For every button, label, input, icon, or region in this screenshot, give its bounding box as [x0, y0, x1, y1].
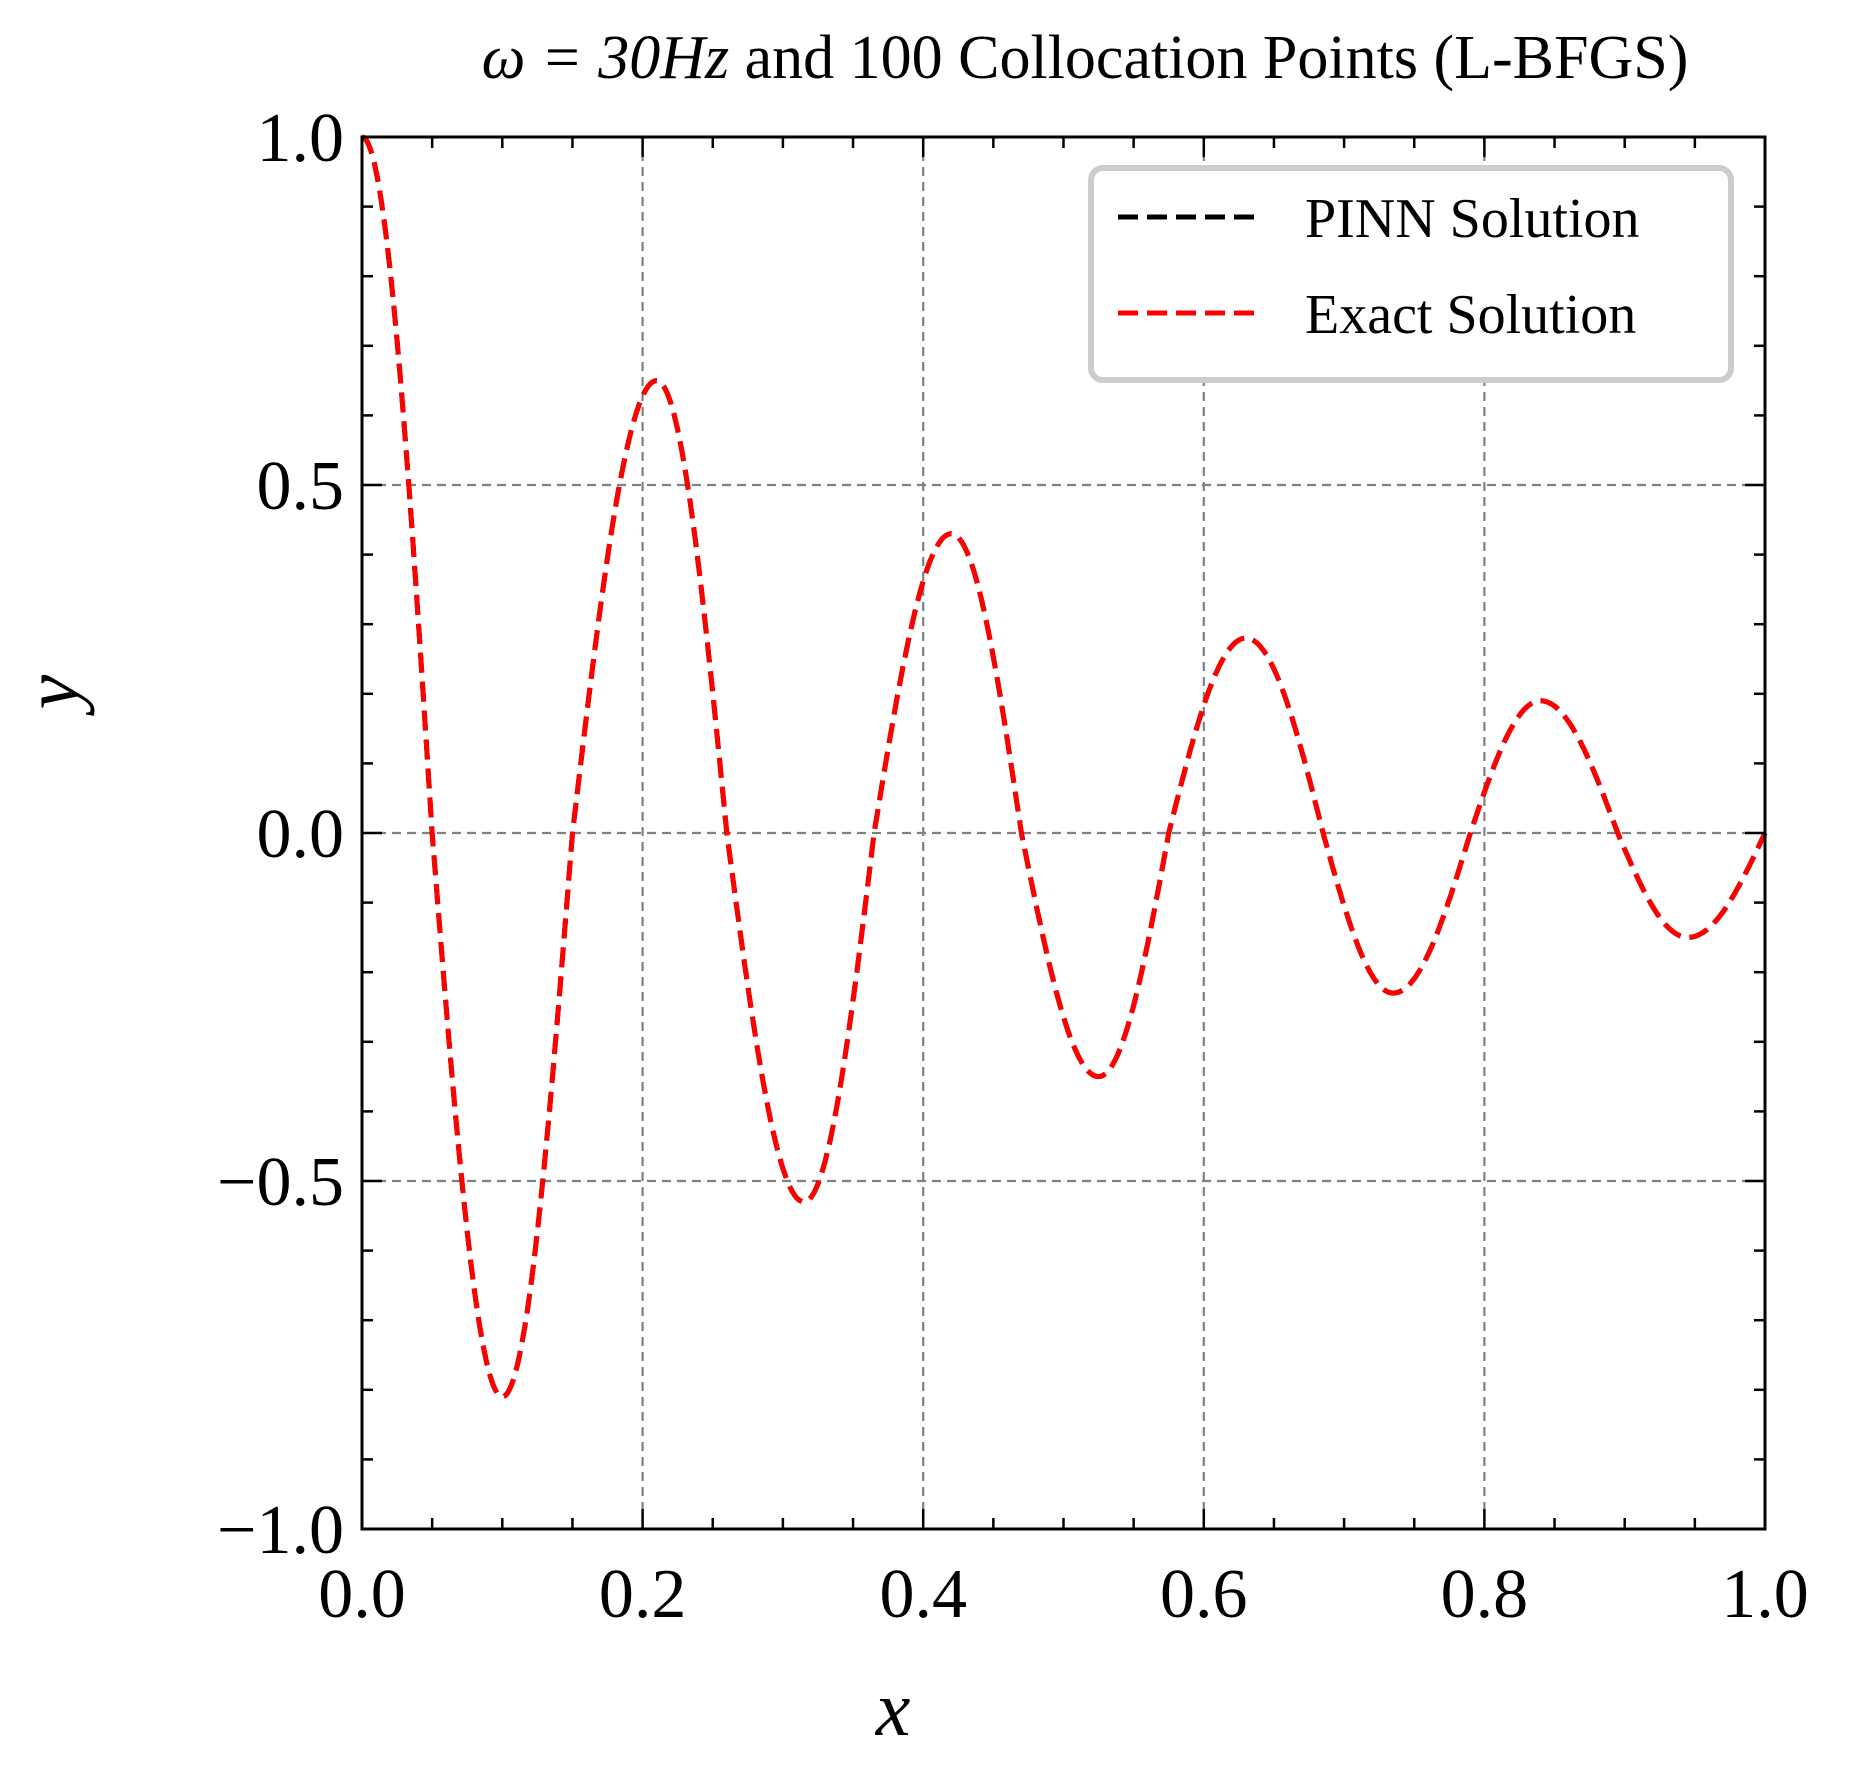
axis-ticks — [360, 135, 1767, 1531]
legend-label-pinn: PINN Solution — [1305, 188, 1640, 250]
y-tick-label-1: −0.5 — [217, 1144, 344, 1221]
x-tick-label-5: 1.0 — [1721, 1556, 1809, 1633]
x-axis-label: x — [875, 1665, 911, 1752]
chart-title: ω = 30Hz and 100 Collocation Points (L-B… — [482, 24, 1689, 92]
x-tick-label-3: 0.6 — [1160, 1556, 1248, 1633]
series-line-exact — [361, 134, 1768, 1400]
legend: PINN Solution Exact Solution — [1088, 165, 1734, 383]
series-lines — [361, 134, 1768, 1400]
legend-box — [1088, 165, 1734, 383]
x-tick-labels: 0.0 0.2 0.4 0.6 0.8 1.0 — [318, 1556, 1809, 1633]
y-tick-labels: −1.0 −0.5 0.0 0.5 1.0 — [217, 100, 344, 1569]
x-tick-label-2: 0.4 — [879, 1556, 967, 1633]
y-tick-label-3: 0.5 — [257, 448, 345, 525]
y-axis-label: y — [8, 674, 95, 716]
x-tick-label-1: 0.2 — [599, 1556, 687, 1633]
x-tick-label-4: 0.8 — [1441, 1556, 1529, 1633]
chart-title-rest: and 100 Collocation Points (L-BFGS) — [729, 24, 1688, 92]
x-tick-label-0: 0.0 — [318, 1556, 406, 1633]
y-tick-label-0: −1.0 — [217, 1492, 344, 1569]
y-tick-label-4: 1.0 — [257, 100, 345, 177]
legend-label-exact: Exact Solution — [1305, 284, 1636, 346]
chart-title-math: ω = 30Hz — [482, 24, 730, 92]
y-tick-label-2: 0.0 — [257, 796, 345, 873]
